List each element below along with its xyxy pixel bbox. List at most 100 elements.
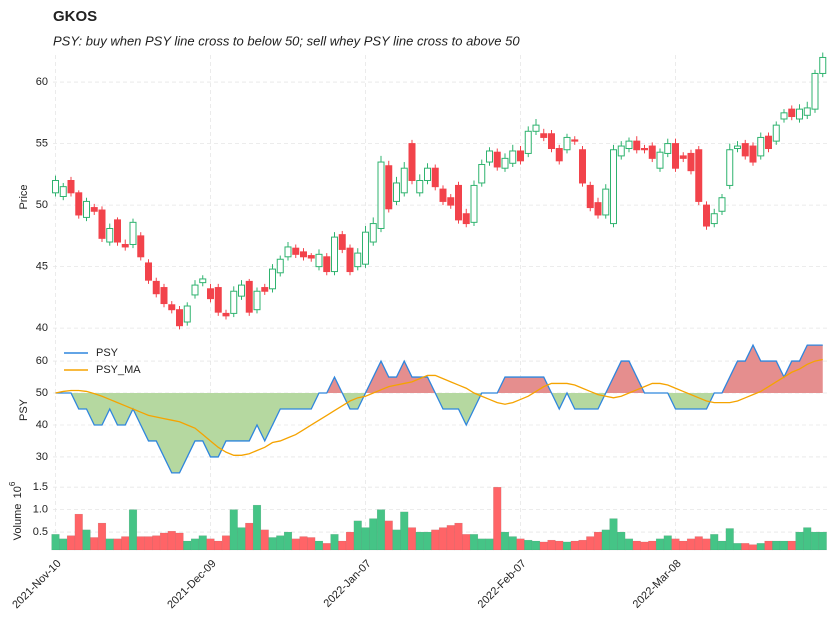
volume-bar: [276, 535, 285, 551]
candle-body: [501, 157, 509, 169]
volume-bar: [795, 531, 804, 551]
x-tick-label: 2021-Dec-09: [165, 558, 218, 611]
volume-bar: [500, 531, 510, 551]
volume-bar: [717, 540, 727, 551]
candle-body: [509, 150, 517, 164]
candle-body: [137, 235, 145, 258]
candle-body: [214, 287, 222, 313]
candle-body: [617, 145, 625, 157]
candle-body: [540, 133, 548, 138]
candle-body: [168, 304, 176, 311]
volume-bar: [175, 532, 184, 551]
volume-bar: [206, 538, 215, 551]
volume-bar: [82, 529, 91, 551]
series-line: [55, 358, 823, 456]
volume-bar: [221, 535, 231, 551]
candle-body: [493, 151, 501, 168]
volume-bar: [59, 538, 68, 551]
offset-exponent: 6: [8, 481, 17, 486]
volume-bar: [198, 535, 207, 551]
volume-bar: [787, 540, 796, 551]
volume-bar: [671, 538, 680, 551]
candle-body: [269, 268, 276, 290]
volume-bar: [710, 534, 719, 551]
volume-bar: [516, 538, 525, 551]
volume-bar: [508, 536, 517, 551]
volume-bar: [376, 509, 386, 551]
volume-bar: [593, 531, 603, 551]
candle-body: [276, 258, 284, 274]
volume-bar: [562, 541, 572, 551]
volume-bar: [524, 539, 533, 551]
volume-bar: [679, 540, 688, 551]
volume-bar: [702, 538, 711, 551]
candle-body: [52, 180, 59, 194]
candle-body: [532, 124, 540, 132]
candle-body: [176, 309, 183, 327]
volume-bar: [229, 509, 238, 551]
volume-bar: [392, 529, 401, 551]
volume-bar: [400, 511, 409, 551]
volume-bar: [454, 522, 463, 551]
volume-bar: [152, 535, 161, 551]
offset-base: 10: [12, 486, 24, 498]
candle-body: [641, 148, 648, 151]
candle-body: [811, 72, 819, 110]
candle-body: [524, 130, 532, 154]
volume-bar: [237, 527, 246, 551]
y-axis-label: Volume: [12, 504, 24, 541]
candle-body: [199, 278, 207, 284]
volume-bar: [764, 540, 773, 551]
volume-bar: [407, 527, 417, 551]
y-tick-label: 0.5: [33, 526, 48, 538]
volume-bar: [97, 522, 107, 551]
y-tick-label: 30: [36, 451, 48, 463]
volume-bar: [51, 534, 60, 551]
volume-bar: [624, 538, 634, 551]
candle-body: [656, 151, 664, 169]
candle-body: [400, 167, 408, 194]
candle-body: [726, 149, 734, 186]
volume-bar: [640, 541, 649, 551]
candle-body: [145, 262, 152, 281]
candle-body: [796, 108, 803, 120]
candle-body: [710, 213, 718, 225]
candle-body: [90, 207, 98, 212]
candle-body: [416, 180, 424, 194]
candle-body: [462, 213, 470, 225]
candle-body: [555, 148, 563, 162]
candle-body: [819, 56, 827, 74]
volume-bar: [733, 543, 742, 551]
candle-body: [408, 143, 416, 182]
volume-bar: [314, 540, 324, 551]
volume-bar: [260, 529, 269, 551]
volume-bar: [183, 540, 192, 551]
volume-bar: [159, 532, 169, 551]
volume-bar: [105, 538, 114, 551]
candle-body: [67, 180, 75, 194]
volume-bar: [74, 513, 83, 551]
volume-bar: [756, 543, 765, 551]
volume-bar: [252, 504, 262, 551]
candle-body: [486, 150, 493, 163]
volume-bar: [299, 536, 308, 551]
volume-bar: [291, 538, 300, 551]
candle-body: [354, 252, 362, 268]
candle-body: [261, 287, 269, 292]
candle-body: [222, 312, 230, 317]
candle-body: [300, 251, 307, 258]
volume-bar: [531, 540, 541, 551]
chart-subtitle: PSY: buy when PSY line cross to below 50…: [53, 33, 520, 48]
candle-body: [245, 280, 253, 313]
series-line: [55, 343, 823, 474]
volume-bar: [485, 538, 494, 551]
candle-body: [183, 305, 191, 323]
y-tick-label: 40: [36, 322, 48, 334]
volume-bar: [121, 536, 130, 551]
volume-bar: [555, 540, 564, 551]
candle-body: [129, 221, 137, 245]
volume-bar: [686, 538, 696, 551]
candle-body: [757, 136, 765, 157]
volume-bar: [446, 525, 455, 551]
